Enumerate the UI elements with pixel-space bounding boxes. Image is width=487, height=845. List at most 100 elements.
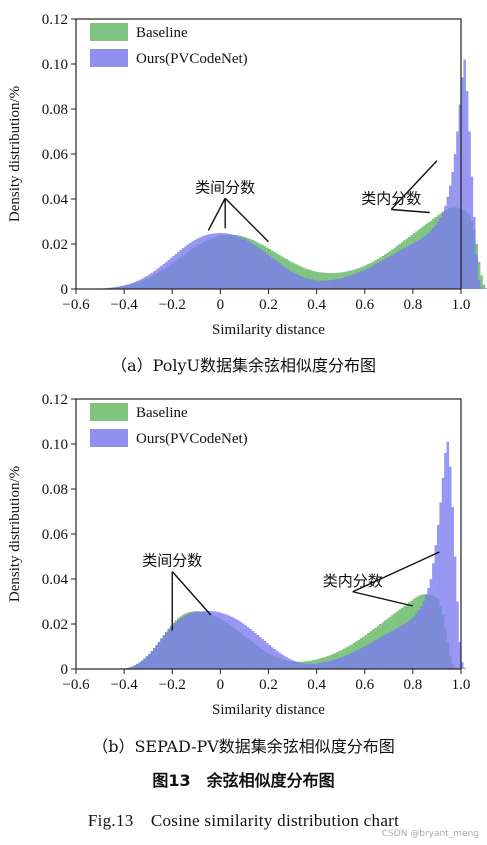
histogram-bar	[386, 257, 389, 289]
histogram-bar	[456, 601, 459, 669]
histogram-bar	[210, 611, 214, 669]
histogram-bar	[145, 275, 149, 289]
histogram-bar	[432, 563, 435, 669]
annotation-label: 类内分数	[361, 190, 421, 208]
histogram-bar	[136, 664, 139, 669]
histogram-bar	[270, 647, 274, 669]
histogram-bar	[473, 217, 476, 289]
histogram-bar	[485, 287, 487, 289]
histogram-bar	[343, 277, 346, 289]
histogram-bar	[345, 655, 349, 669]
histogram-bar	[424, 595, 428, 669]
histogram-bar	[321, 662, 324, 669]
annotation-pointer	[390, 160, 438, 210]
histogram-bar	[179, 618, 183, 669]
histogram-bar	[186, 614, 190, 669]
histogram-bar	[338, 657, 341, 669]
histogram-bar	[121, 285, 125, 289]
annotation-label: 类间分数	[142, 552, 202, 570]
histogram-bar	[374, 264, 377, 289]
histogram-bar	[242, 238, 245, 289]
histogram-bar	[343, 656, 346, 669]
histogram-bar	[184, 615, 187, 669]
histogram-bar	[323, 662, 327, 669]
histogram-bar	[448, 185, 452, 289]
histogram-bar	[439, 502, 442, 669]
x-tick-label: 0	[217, 677, 225, 693]
histogram-bar	[181, 248, 185, 289]
histogram-bar	[480, 275, 483, 289]
histogram-bar	[393, 253, 397, 289]
histogram-bar	[140, 278, 144, 289]
histogram-bar	[213, 611, 216, 669]
legend-label: Ours(PVCodeNet)	[136, 51, 248, 67]
histogram-bar	[299, 276, 303, 289]
histogram-bar	[371, 641, 375, 669]
histogram-bar	[172, 255, 175, 289]
histogram-bar	[268, 255, 272, 289]
histogram-bar	[453, 154, 457, 289]
histogram-bar	[434, 545, 438, 669]
watermark: CSDN @bryant_meng	[381, 829, 479, 839]
y-tick-label: 0.02	[42, 617, 68, 633]
figure-title-cn: 图13 余弦相似度分布图	[152, 771, 335, 790]
histogram-bar	[362, 270, 365, 289]
x-tick-label: −0.2	[159, 297, 186, 313]
histogram-bar	[314, 280, 317, 289]
histogram-bar	[451, 172, 454, 289]
histogram-bar	[446, 441, 450, 669]
histogram-bar	[475, 255, 478, 289]
histogram-bar	[403, 624, 406, 669]
histogram-bar	[422, 601, 426, 669]
histogram-bar	[138, 279, 142, 289]
histogram-bar	[244, 239, 247, 289]
histogram-bar	[189, 242, 192, 289]
histogram-bar	[311, 663, 315, 669]
x-tick-label: 0.4	[307, 677, 326, 693]
histogram-bar	[309, 279, 312, 289]
y-tick-label: 0.08	[42, 482, 68, 498]
y-axis-title: Density distribution/%	[7, 86, 23, 222]
y-tick-label: 0.08	[42, 102, 68, 118]
histogram-bar	[196, 611, 199, 669]
histogram-bar	[333, 659, 337, 669]
x-tick-label: −0.2	[159, 677, 186, 693]
histogram-bar	[335, 658, 339, 669]
histogram-bar	[155, 269, 158, 289]
histogram-bar	[162, 263, 166, 289]
histogram-bar	[384, 634, 387, 669]
histogram-bar	[220, 232, 223, 289]
histogram-bar	[273, 648, 276, 669]
histogram-bar	[251, 243, 255, 289]
histogram-bar	[362, 646, 365, 669]
histogram-bar	[410, 618, 414, 669]
chart-b: −0.6 −0.4 −0.2 0 0.2 0.4 0.6 0.8 1.0 0 0.02 0.04 0.0…	[7, 392, 470, 718]
legend-label: Baseline	[136, 405, 188, 421]
legend-swatch	[90, 403, 128, 421]
histogram-bar	[208, 234, 211, 289]
histogram-bar	[405, 246, 409, 289]
histogram-bar	[417, 239, 421, 289]
histogram-bar	[465, 91, 469, 289]
histogram-bar	[369, 266, 373, 289]
histogram-bar	[448, 466, 452, 669]
histogram-bar	[174, 253, 178, 289]
histogram-bar	[174, 622, 178, 669]
histogram-bar	[181, 616, 185, 669]
histogram-bar	[386, 633, 389, 669]
y-axis-title: Density distribution/%	[7, 466, 23, 602]
histogram-bar	[422, 236, 426, 289]
x-axis-title: Similarity distance	[212, 322, 325, 338]
histogram-bar	[193, 612, 197, 669]
histogram-bar	[331, 280, 334, 289]
histogram-bar	[364, 645, 368, 669]
histogram-bar	[261, 639, 264, 669]
histogram-bar	[191, 241, 195, 289]
histogram-bar	[331, 660, 334, 669]
histogram-bar	[444, 453, 447, 669]
x-tick-label: −0.4	[111, 297, 139, 313]
annotation-pointer	[391, 208, 430, 214]
histogram-bar	[172, 624, 175, 669]
histogram-bar	[278, 652, 281, 669]
histogram-bar	[436, 525, 440, 669]
